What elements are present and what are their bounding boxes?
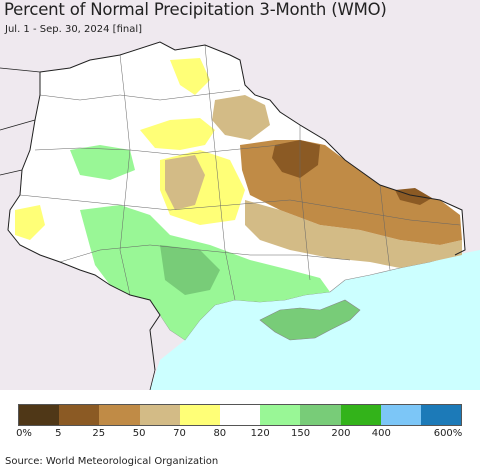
legend-label-10: 600% bbox=[433, 428, 463, 439]
legend-swatch-4 bbox=[179, 405, 220, 425]
tan-area bbox=[212, 95, 270, 140]
legend-swatch-0 bbox=[19, 405, 60, 425]
tan-area-east bbox=[245, 200, 462, 268]
neighbor-borders bbox=[0, 67, 156, 390]
legend-label-1: 5 bbox=[55, 428, 62, 439]
legend-label-9: 400 bbox=[371, 428, 391, 439]
legend-swatch-2 bbox=[99, 405, 140, 425]
yellow-area-center bbox=[140, 118, 215, 150]
yellow-area-west bbox=[15, 205, 45, 240]
legend-label-2: 25 bbox=[92, 428, 106, 439]
legend-swatch-6 bbox=[260, 405, 301, 425]
tan-area-2 bbox=[165, 155, 205, 210]
green-area-west bbox=[70, 145, 135, 180]
legend-swatch-9 bbox=[380, 405, 421, 425]
crimea bbox=[259, 299, 361, 341]
legend-label-7: 150 bbox=[290, 428, 311, 439]
legend-swatch-8 bbox=[340, 405, 381, 425]
west-border bbox=[7, 72, 161, 371]
legend-label-8: 200 bbox=[331, 428, 351, 439]
legend-swatch-1 bbox=[59, 405, 100, 425]
map-title: Percent of Normal Precipitation 3-Month … bbox=[4, 0, 387, 19]
dark-brown-area-2 bbox=[395, 188, 432, 205]
legend-labels: 0% 5 25 50 70 80 120 150 200 400 600% bbox=[0, 428, 480, 442]
source-credit: Source: World Meteorological Organizatio… bbox=[5, 456, 219, 467]
legend-label-6: 120 bbox=[250, 428, 270, 439]
legend-swatch-7 bbox=[300, 405, 341, 425]
precipitation-map bbox=[0, 0, 480, 390]
legend-swatch-3 bbox=[139, 405, 180, 425]
map-subtitle: Jul. 1 - Sep. 30, 2024 [final] bbox=[5, 24, 143, 35]
legend-label-4: 70 bbox=[173, 428, 186, 439]
color-legend bbox=[18, 404, 462, 426]
legend-label-0: 0% bbox=[16, 428, 32, 439]
legend-swatch-10 bbox=[420, 405, 462, 425]
oblast-borders bbox=[19, 44, 461, 301]
country-border bbox=[39, 41, 466, 256]
mid-green-area bbox=[160, 245, 220, 295]
legend-label-3: 50 bbox=[132, 428, 146, 439]
yellow-area-north bbox=[170, 58, 210, 95]
legend-label-5: 80 bbox=[213, 428, 227, 439]
dark-brown-area bbox=[272, 140, 320, 178]
legend-swatch-5 bbox=[219, 405, 261, 425]
